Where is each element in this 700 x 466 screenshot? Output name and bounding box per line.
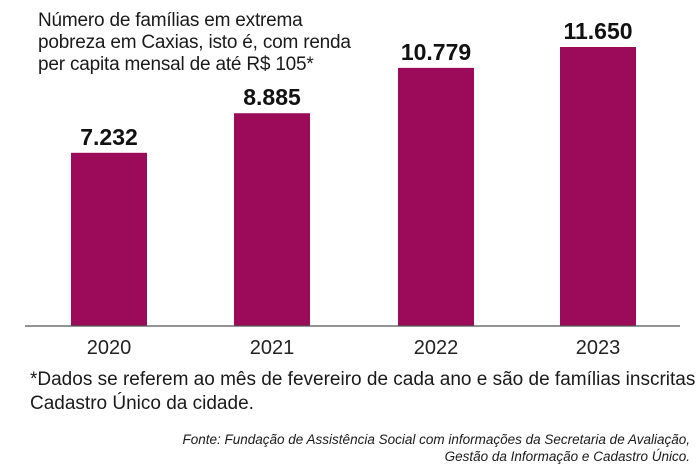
bar-2023 — [560, 47, 636, 326]
chart-title-line-1: Número de famílias em extrema — [38, 10, 303, 31]
bar-2021 — [234, 113, 310, 327]
source-line-2: Gestão da Informação e Cadastro Único. — [444, 449, 690, 464]
chart-title: Número de famílias em extrema pobreza em… — [38, 10, 351, 76]
x-tick-label: 2020 — [87, 337, 132, 359]
x-tick-label: 2022 — [414, 337, 459, 359]
footnote-line-2: Cadastro Único da cidade. — [30, 393, 254, 414]
x-tick-label: 2021 — [250, 337, 295, 359]
bar-2022 — [398, 67, 474, 327]
x-tick-label: 2023 — [576, 337, 621, 359]
bar-value-label: 7.232 — [80, 124, 138, 150]
chart-title-line-2: pobreza em Caxias, isto é, com renda — [38, 32, 351, 53]
bar-2020 — [71, 152, 147, 326]
source-line-1: Fonte: Fundação de Assistência Social co… — [182, 432, 690, 447]
bar-value-label: 11.650 — [563, 18, 632, 44]
bar-value-label: 10.779 — [401, 39, 471, 65]
source-note: Fonte: Fundação de Assistência Social co… — [182, 431, 690, 465]
bar-chart: 7.232 2020 8.885 2021 10.779 2022 11.650 2023 — [25, 18, 680, 359]
bar-value-label: 8.885 — [243, 84, 301, 110]
chart-title-line-3: per capita mensal de até R$ 105* — [38, 54, 314, 75]
footnote-line-1: *Dados se referem ao mês de fevereiro de… — [30, 369, 700, 390]
footnote: *Dados se referem ao mês de fevereiro de… — [30, 368, 700, 416]
